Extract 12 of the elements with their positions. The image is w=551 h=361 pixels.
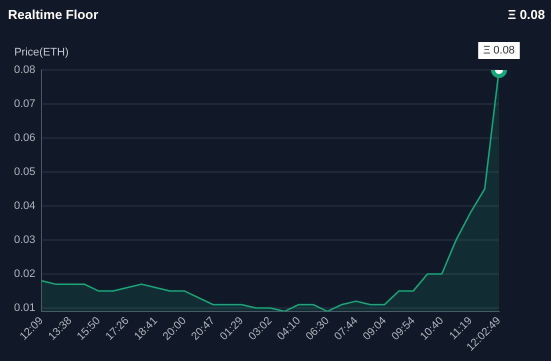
y-tick-label: 0.03 xyxy=(14,234,36,246)
y-tick-label: 0.04 xyxy=(14,200,36,212)
y-axis-title: Price(ETH) xyxy=(14,46,69,59)
y-tick-label: 0.06 xyxy=(14,132,36,144)
chart-title: Realtime Floor xyxy=(8,7,98,22)
y-tick-label: 0.08 xyxy=(14,64,36,76)
y-tick-label: 0.02 xyxy=(14,268,36,280)
data-label: Ξ 0.08 xyxy=(483,44,515,57)
text: Ξ 0.08 xyxy=(508,7,545,22)
y-tick-label: 0.05 xyxy=(14,166,36,178)
y-tick-label: 0.01 xyxy=(14,302,36,314)
y-tick-label: 0.07 xyxy=(14,98,36,110)
